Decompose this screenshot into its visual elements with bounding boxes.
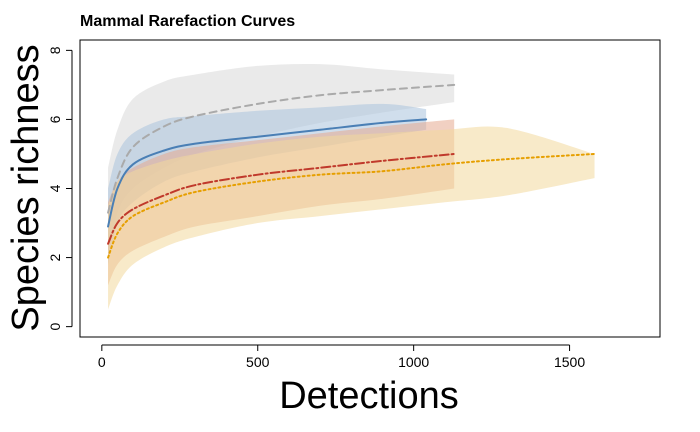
- series-line-4: [107, 152, 596, 259]
- y-tick-label: 8: [47, 46, 63, 54]
- series-lines: [107, 83, 596, 259]
- x-axis: 0 500 1000 1500: [98, 344, 585, 370]
- series-line-1: [107, 83, 456, 214]
- x-tick-label: 1500: [554, 354, 585, 370]
- confidence-bands: [108, 63, 595, 310]
- confidence-band-4: [108, 126, 595, 310]
- y-axis: 0 2 4 6 8: [47, 46, 73, 331]
- y-tick-label: 6: [47, 115, 63, 123]
- chart-title: Mammal Rarefaction Curves: [80, 13, 295, 30]
- series-line-2: [107, 118, 428, 228]
- plot-frame: [79, 39, 661, 338]
- series-line-3: [107, 152, 456, 245]
- x-tick-label: 1000: [398, 354, 429, 370]
- x-tick-label: 0: [98, 354, 106, 370]
- y-tick-label: 2: [47, 253, 63, 261]
- y-tick-label: 4: [47, 184, 63, 192]
- y-tick-label: 0: [47, 323, 63, 331]
- y-axis-title: Species richness: [5, 44, 47, 331]
- x-axis-title: Detections: [279, 375, 459, 417]
- x-tick-label: 500: [246, 354, 270, 370]
